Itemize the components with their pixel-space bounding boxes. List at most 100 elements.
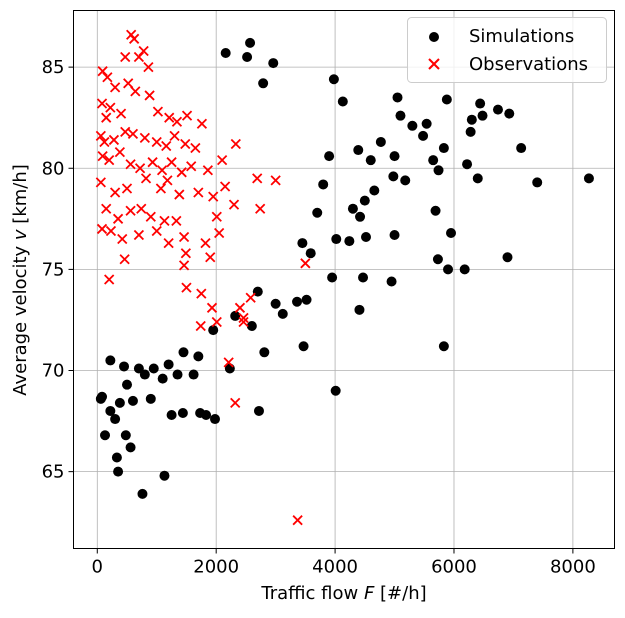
simulation-point: [253, 405, 264, 416]
simulation-point: [386, 276, 397, 287]
x-tick-label: 8000: [550, 557, 596, 578]
observation-point: [133, 51, 145, 63]
simulation-point: [407, 120, 418, 131]
simulation-point: [465, 126, 476, 137]
simulation-point: [418, 130, 429, 141]
observation-point: [125, 159, 136, 170]
simulation-point: [392, 92, 403, 103]
legend: Simulations Observations: [407, 17, 607, 83]
simulation-point: [159, 470, 170, 481]
observation-point: [174, 189, 185, 200]
simulation-point: [122, 379, 133, 390]
observation-point: [109, 82, 121, 93]
simulation-point: [297, 238, 308, 249]
simulation-point: [209, 414, 220, 425]
simulation-point: [114, 397, 125, 408]
y-tick-label: 65: [42, 462, 65, 483]
simulation-point: [277, 308, 288, 319]
y-tick-label: 75: [42, 259, 65, 280]
simulation-point: [354, 304, 365, 315]
x-tick-label: 4000: [312, 557, 358, 578]
simulation-point: [421, 118, 432, 129]
simulation-point: [583, 173, 594, 184]
simulation-point: [298, 341, 309, 352]
simulation-point: [466, 114, 477, 125]
simulation-point: [462, 159, 473, 170]
observation-point: [119, 254, 130, 265]
observation-point: [292, 515, 303, 526]
legend-label-simulations: Simulations: [469, 26, 574, 47]
simulation-point: [327, 272, 338, 283]
observation-point: [97, 66, 108, 77]
simulation-point: [516, 143, 527, 154]
y-tick-label: 80: [42, 158, 65, 179]
axis-ticks: 0 2000 4000 6000 8000 65 70 75 80 85: [42, 57, 596, 577]
simulation-point: [100, 430, 111, 441]
simulation-point: [242, 52, 253, 63]
observation-point: [105, 102, 116, 113]
observation-point: [120, 126, 131, 137]
observation-point: [205, 252, 216, 263]
legend-marker-simulations: [429, 32, 439, 42]
observation-point: [151, 136, 162, 148]
observation-point: [151, 225, 162, 237]
observation-point: [125, 205, 136, 216]
simulation-point: [305, 248, 316, 259]
simulation-point: [428, 155, 439, 166]
observation-point: [127, 128, 139, 140]
simulation-point: [459, 264, 470, 275]
simulation-point: [113, 466, 124, 477]
observation-point: [228, 199, 240, 210]
simulation-point: [139, 369, 150, 380]
simulation-point: [365, 155, 376, 166]
observation-point: [163, 237, 174, 249]
simulation-point: [438, 143, 449, 154]
simulation-point: [145, 393, 156, 404]
simulation-point: [472, 173, 483, 184]
simulation-point: [328, 74, 339, 85]
observation-point: [202, 165, 213, 176]
observation-point: [178, 231, 190, 243]
observation-point: [130, 86, 141, 97]
observation-point: [112, 213, 124, 224]
x-tick-label: 0: [92, 557, 103, 578]
observation-point: [270, 175, 281, 186]
observation-point: [186, 161, 197, 172]
x-axis-label-suffix: [#/h]: [374, 583, 426, 604]
simulation-point: [258, 78, 269, 89]
observation-point: [96, 223, 108, 235]
observation-point: [143, 61, 154, 73]
x-axis-label-variable: F: [364, 583, 375, 604]
observation-point: [164, 112, 175, 123]
simulation-point: [337, 96, 348, 107]
simulation-point: [347, 203, 358, 214]
legend-marker-observations: [428, 58, 440, 70]
x-tick-label: 2000: [193, 557, 239, 578]
observation-point: [140, 173, 152, 184]
simulation-point: [358, 272, 369, 283]
observation-point: [104, 274, 115, 285]
simulation-point: [504, 108, 515, 119]
observation-point: [171, 215, 182, 226]
observation-point: [196, 288, 207, 299]
observation-point: [200, 237, 211, 249]
observation-point: [161, 140, 172, 152]
observation-point: [96, 98, 108, 109]
observation-point: [216, 155, 228, 166]
observation-point: [169, 130, 180, 142]
simulation-point: [475, 98, 486, 109]
simulation-point: [259, 347, 270, 358]
simulation-point: [163, 359, 174, 370]
y-axis-label-prefix: Average velocity: [10, 240, 31, 396]
observation-point: [238, 312, 249, 324]
simulation-point: [438, 341, 449, 352]
simulation-point: [432, 254, 443, 265]
observation-point: [97, 150, 108, 162]
observation-point: [117, 233, 128, 245]
simulation-point: [105, 405, 116, 416]
observation-point: [133, 229, 145, 241]
simulation-point: [312, 207, 323, 218]
series-observations: [95, 29, 311, 526]
